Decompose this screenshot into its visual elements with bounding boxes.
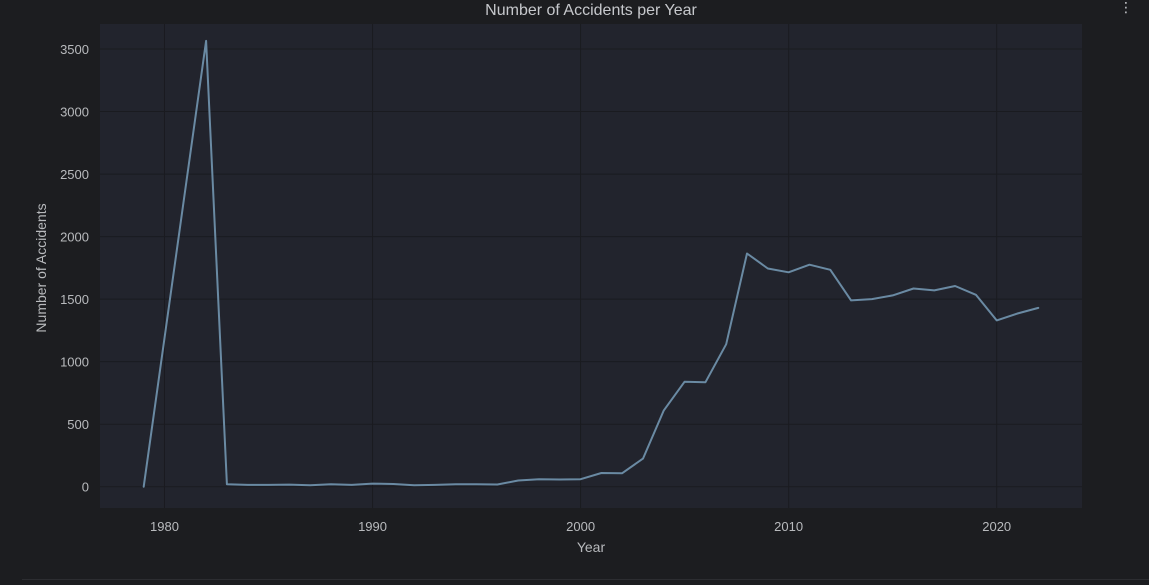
x-tick-label: 2020 [982, 519, 1011, 534]
tick-labels: 1980 1990 2000 2010 2020 0 500 1000 1500 2000 2500… [60, 42, 1011, 534]
y-tick-label: 500 [67, 417, 89, 432]
y-tick-label: 2500 [60, 167, 89, 182]
more-options-icon[interactable]: ⋮ [1119, 0, 1133, 15]
grid-lines [100, 24, 1082, 508]
x-tick-label: 1990 [358, 519, 387, 534]
x-tick-label: 1980 [150, 519, 179, 534]
chart-title: Number of Accidents per Year [485, 2, 697, 19]
plot-area [100, 24, 1082, 508]
y-tick-label: 1000 [60, 355, 89, 370]
series-line [142, 39, 1040, 488]
y-tick-label: 2000 [60, 230, 89, 245]
y-axis-label: Number of Accidents [33, 203, 49, 332]
x-axis-label: Year [577, 539, 606, 555]
divider [22, 579, 1149, 580]
x-tick-label: 2000 [566, 519, 595, 534]
y-tick-label: 3000 [60, 105, 89, 120]
y-tick-label: 1500 [60, 292, 89, 307]
y-tick-label: 3500 [60, 42, 89, 57]
y-tick-label: 0 [82, 480, 89, 495]
x-tick-label: 2010 [774, 519, 803, 534]
data-series [142, 39, 1040, 488]
